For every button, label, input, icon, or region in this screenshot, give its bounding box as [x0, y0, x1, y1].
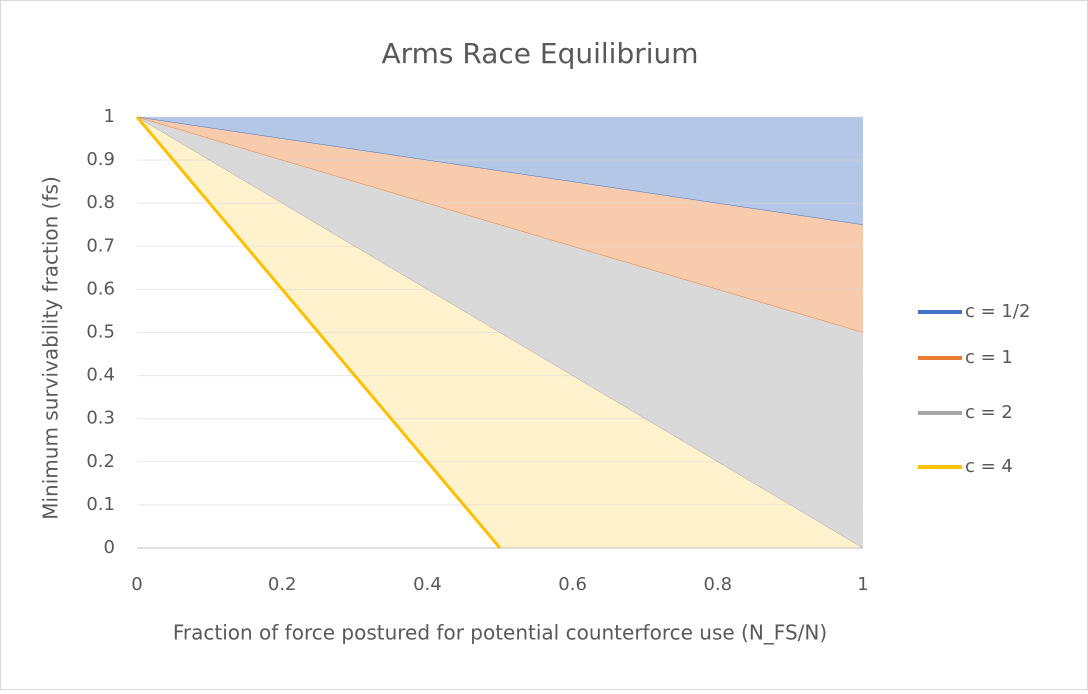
x-tick-label: 0.6	[558, 574, 587, 595]
y-axis-label: Minimum survivability fraction (fs)	[39, 176, 63, 520]
y-tick-label: 0.2	[86, 451, 115, 472]
series-line	[135, 116, 502, 549]
x-tick-label: 0	[131, 574, 142, 595]
x-tick-label: 1	[857, 574, 868, 595]
y-tick-label: 0.5	[86, 322, 115, 343]
y-tick-label: 0.4	[86, 365, 115, 386]
y-tick-label: 0.3	[86, 408, 115, 429]
x-tick-label: 0.4	[413, 574, 442, 595]
y-tick-label: 1	[104, 106, 115, 127]
y-tick-label: 0	[104, 537, 115, 558]
series-line	[136, 116, 864, 225]
chart-title: Arms Race Equilibrium	[381, 37, 698, 70]
y-tick-label: 0.7	[86, 235, 115, 256]
x-axis-label: Fraction of force postured for potential…	[173, 621, 827, 645]
y-tick-label: 0.1	[86, 494, 115, 515]
y-tick-label: 0.8	[86, 192, 115, 213]
x-tick-label: 0.2	[268, 574, 297, 595]
legend-label: c = 4	[965, 456, 1013, 477]
x-tick-label: 0.8	[703, 574, 732, 595]
legend-label: c = 2	[965, 402, 1013, 423]
y-tick-label: 0.9	[86, 149, 115, 170]
legend-label: c = 1/2	[965, 301, 1030, 322]
y-tick-label: 0.6	[86, 278, 115, 299]
series-line	[136, 116, 864, 549]
legend-label: c = 1	[965, 347, 1013, 368]
series-line	[136, 116, 864, 333]
